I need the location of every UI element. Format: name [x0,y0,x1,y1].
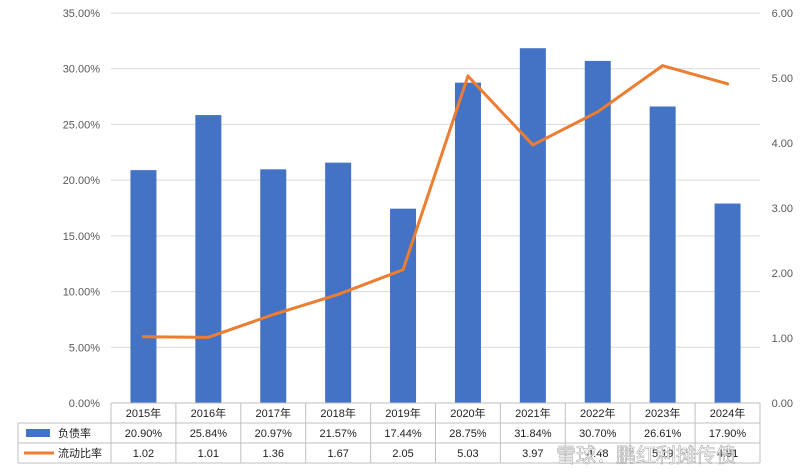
category-label: 2019年 [385,406,420,420]
line-point [271,313,275,317]
category-label: 2016年 [191,406,226,420]
left-axis-tick-label: 25.00% [63,119,101,131]
right-axis-tick-label: 2.00 [772,268,793,280]
right-axis-tick-label: 1.00 [772,333,793,345]
category-label: 2017年 [256,406,291,420]
line-path [141,64,730,339]
category-label: 2024年 [710,406,745,420]
bar [584,60,611,404]
bar [260,169,287,403]
data-table: 2015年 2016年 2017年 2018年 2019年 2020年 2021年 2022年… [17,402,761,464]
line-point [596,110,600,114]
right-axis-tick-label: 5.00 [772,73,793,85]
bar [649,106,676,403]
right-axis: 0.00 1.00 2.00 3.00 4.00 5.00 6.00 [772,8,793,410]
data-label: 26.61% [644,428,682,440]
right-axis-tick-label: 3.00 [772,203,793,215]
left-axis-tick-label: 5.00% [69,342,100,354]
bar [195,115,222,403]
category-label: 2021年 [515,406,550,420]
data-label: 20.97% [255,428,293,440]
bar [325,162,352,403]
category-label: 2022年 [580,406,615,420]
bar [519,48,546,404]
data-label: 1.67 [327,448,348,460]
bar [714,203,741,403]
data-label: 31.84% [514,428,552,440]
watermark: 雪球：鹏红利摊传债 [556,443,736,467]
bar [454,82,481,404]
left-axis-tick-label: 20.00% [63,175,101,187]
legend-label: 负债率 [58,426,91,440]
right-axis-tick-label: 4.00 [772,138,793,150]
left-axis-tick-label: 30.00% [63,64,101,76]
bar [390,208,417,403]
legend-swatch-bar [26,429,50,437]
data-label: 1.36 [263,448,284,460]
legend-label: 流动比率 [58,446,102,460]
data-label: 3.97 [522,448,543,460]
category-label: 2020年 [450,406,485,420]
data-label: 25.84% [190,428,228,440]
data-label: 5.19 [652,448,673,460]
line-point [726,82,730,86]
data-label: 21.57% [319,428,357,440]
left-axis-tick-label: 0.00% [69,398,100,410]
line-series [141,64,730,339]
left-axis-tick-label: 15.00% [63,231,101,243]
data-label: 17.90% [709,428,747,440]
right-axis-tick-label: 0.00 [772,398,793,410]
line-point [401,268,405,272]
data-label: 1.02 [133,448,154,460]
line-point [206,335,210,339]
line-point [661,64,665,68]
line-point [466,74,470,78]
bar [130,170,157,403]
data-label: 17.44% [384,428,422,440]
data-label: 20.90% [125,428,163,440]
line-point [531,143,535,147]
category-label: 2018年 [320,406,355,420]
left-axis: 0.00% 5.00% 10.00% 15.00% 20.00% 25.00% 30.00%… [63,8,101,410]
line-point [141,335,145,339]
bar-series [130,48,741,404]
category-label: 2023年 [645,406,680,420]
data-label: 28.75% [449,428,487,440]
line-point [336,292,340,296]
left-axis-tick-label: 10.00% [63,287,101,299]
data-label: 5.03 [457,448,478,460]
data-label: 1.01 [198,448,219,460]
data-label: 30.70% [579,428,617,440]
left-axis-tick-label: 35.00% [63,8,101,20]
data-label: 4.91 [717,448,738,460]
data-label: 2.05 [392,448,413,460]
data-label: 4.48 [587,448,608,460]
right-axis-tick-label: 6.00 [772,8,793,20]
category-label: 2015年 [126,406,161,420]
